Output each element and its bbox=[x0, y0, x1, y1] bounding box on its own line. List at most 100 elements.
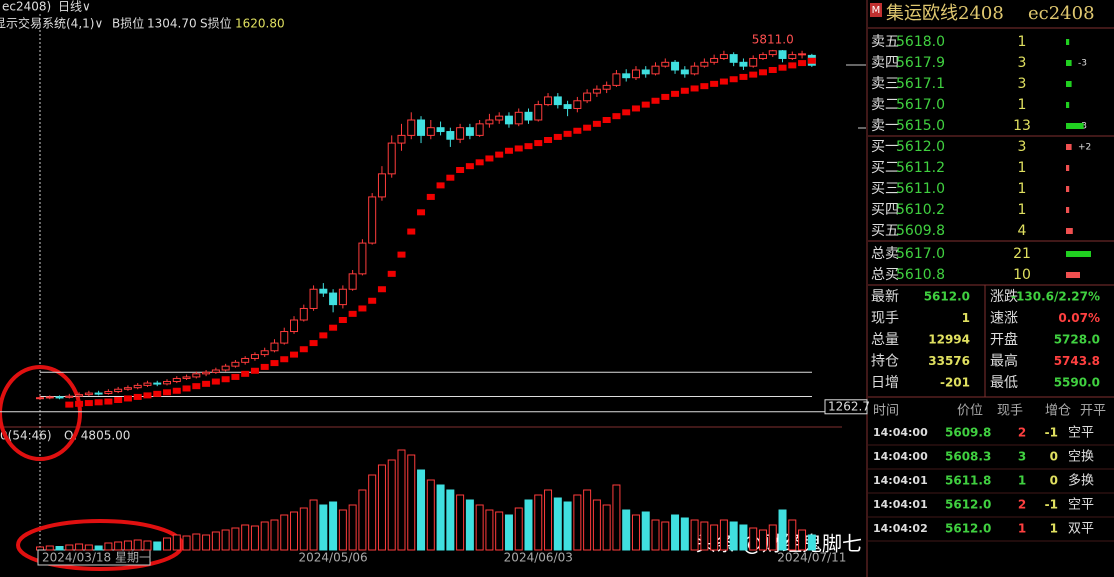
candle-body bbox=[651, 65, 660, 75]
sar-dot bbox=[641, 101, 650, 108]
volume-bar bbox=[417, 469, 426, 551]
volume-bar bbox=[358, 489, 367, 551]
sar-dot bbox=[495, 151, 504, 158]
sar-dot bbox=[290, 351, 299, 358]
candle-body bbox=[319, 288, 328, 294]
candle-body bbox=[133, 384, 142, 389]
book-label: 卖五 bbox=[871, 34, 899, 50]
sar-dot bbox=[417, 209, 426, 216]
book-qty: 3 bbox=[1018, 76, 1027, 92]
volume-bar bbox=[241, 524, 250, 551]
sar-dot bbox=[75, 400, 84, 407]
book-qty: 1 bbox=[1018, 160, 1027, 176]
trade-cell: 空平 bbox=[1068, 498, 1094, 513]
volume-bar bbox=[798, 529, 807, 551]
candle-body bbox=[563, 104, 572, 109]
book-qty: 10 bbox=[1013, 267, 1031, 283]
trade-cell: 5612.0 bbox=[945, 522, 991, 536]
sar-dot bbox=[358, 305, 367, 312]
candle-body bbox=[250, 354, 259, 359]
stat-value: 5590.0 bbox=[1054, 376, 1100, 390]
candle-body bbox=[641, 69, 650, 75]
book-qty: 4 bbox=[1018, 223, 1027, 239]
sar-dot bbox=[504, 147, 513, 154]
x-tick-label: 2024/03/18 星期一 bbox=[42, 551, 151, 565]
candle-body bbox=[798, 53, 807, 56]
volume-bar bbox=[387, 459, 396, 551]
system: 显示交易系统(4,1)∨ bbox=[0, 16, 103, 31]
book-qty: 3 bbox=[1018, 139, 1027, 155]
x-tick-label: 2024/05/06 bbox=[299, 551, 368, 565]
volume-bar bbox=[602, 504, 611, 551]
candle-body bbox=[260, 350, 269, 356]
sar-dot bbox=[104, 398, 113, 405]
volume-bar bbox=[211, 531, 220, 551]
sar-dot bbox=[768, 67, 777, 73]
volume-bar bbox=[368, 474, 377, 551]
sar-dot bbox=[631, 105, 640, 112]
stat-value: 1 bbox=[962, 311, 970, 325]
volume-bar bbox=[192, 533, 201, 551]
volume-bar bbox=[495, 511, 504, 551]
sar-dot bbox=[739, 73, 748, 80]
volume-bar bbox=[202, 534, 211, 551]
candle-body bbox=[358, 242, 367, 275]
sar-dot bbox=[807, 57, 816, 64]
book-label: 买三 bbox=[871, 181, 899, 197]
sar-dot bbox=[65, 401, 74, 408]
candle-body bbox=[671, 61, 680, 71]
volume-bar bbox=[114, 541, 123, 551]
volume-bar bbox=[631, 514, 640, 551]
sar-dot bbox=[143, 392, 152, 399]
candle-body bbox=[309, 288, 318, 309]
trade-cell: 14:04:01 bbox=[873, 498, 928, 511]
candle-body bbox=[524, 111, 533, 121]
sar-dot bbox=[592, 120, 601, 127]
b-stop-value: 1304.70 bbox=[147, 17, 197, 31]
candle-body bbox=[680, 69, 689, 75]
sar-dot bbox=[465, 163, 474, 170]
candle-body bbox=[749, 57, 758, 67]
candle-body bbox=[114, 388, 123, 393]
candle-body bbox=[788, 54, 797, 59]
sar-dot bbox=[377, 286, 386, 293]
book-qty: 1 bbox=[1018, 34, 1027, 50]
sar-dot bbox=[534, 140, 543, 147]
sar-dot bbox=[758, 69, 767, 76]
candle-body bbox=[348, 273, 357, 290]
volume-bar bbox=[622, 509, 631, 551]
sar-dot bbox=[270, 360, 279, 367]
candle-body bbox=[456, 127, 465, 140]
x-tick-label: 2024/06/03 bbox=[504, 551, 573, 565]
trade-header: 增仓 bbox=[1045, 404, 1071, 419]
candle-body bbox=[778, 50, 787, 59]
book-price: 5617.1 bbox=[896, 76, 945, 92]
book-label: 卖二 bbox=[871, 97, 899, 113]
book-change: -3 bbox=[1078, 59, 1087, 69]
volume-bar bbox=[729, 521, 738, 551]
volume-bar bbox=[504, 514, 513, 551]
trade-header: 时间 bbox=[873, 404, 899, 419]
trade-cell: 1 bbox=[1050, 522, 1058, 536]
candle-body bbox=[387, 142, 396, 175]
candle-body bbox=[84, 392, 93, 396]
trade-cell: 5609.8 bbox=[945, 426, 991, 440]
book-depth bbox=[1066, 39, 1070, 45]
sar-dot bbox=[387, 270, 396, 277]
sar-dot bbox=[719, 78, 728, 85]
volume-bar bbox=[299, 507, 308, 551]
sar-dot bbox=[153, 390, 162, 397]
candle-body bbox=[377, 173, 386, 198]
sar-dot bbox=[583, 124, 592, 131]
sar-dot bbox=[182, 385, 191, 392]
sar-dot bbox=[612, 113, 621, 120]
volume-bar bbox=[680, 517, 689, 551]
volume-bar bbox=[758, 529, 767, 551]
book-qty: 1 bbox=[1018, 181, 1027, 197]
stat-value: 0.07% bbox=[1058, 311, 1100, 325]
book-change: +2 bbox=[1078, 143, 1091, 153]
trade-header: 价位 bbox=[957, 404, 983, 419]
code: ec2408) bbox=[2, 0, 51, 14]
sar-dot bbox=[749, 71, 758, 78]
